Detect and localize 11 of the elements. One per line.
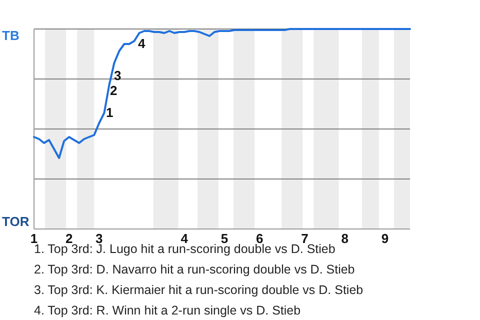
annotation: 1 — [106, 105, 114, 120]
text: 4. Top 3rd: R. Winn hit a 2-run single vs D. Stieb — [34, 304, 301, 318]
text: TB — [2, 28, 20, 43]
annotation: 4 — [138, 36, 146, 51]
text: 3. Top 3rd: K. Kiermaier hit a run-scoring double vs D. Stieb — [34, 283, 364, 297]
x-tick-label: 9 — [381, 231, 389, 246]
annotation: 2 — [110, 83, 118, 98]
annotation: 3 — [114, 68, 122, 83]
text: 2. Top 3rd: D. Navarro hit a run-scoring double vs D. Stieb — [34, 262, 355, 276]
text: TOR — [2, 214, 30, 229]
x-tick-label: 8 — [341, 231, 348, 246]
